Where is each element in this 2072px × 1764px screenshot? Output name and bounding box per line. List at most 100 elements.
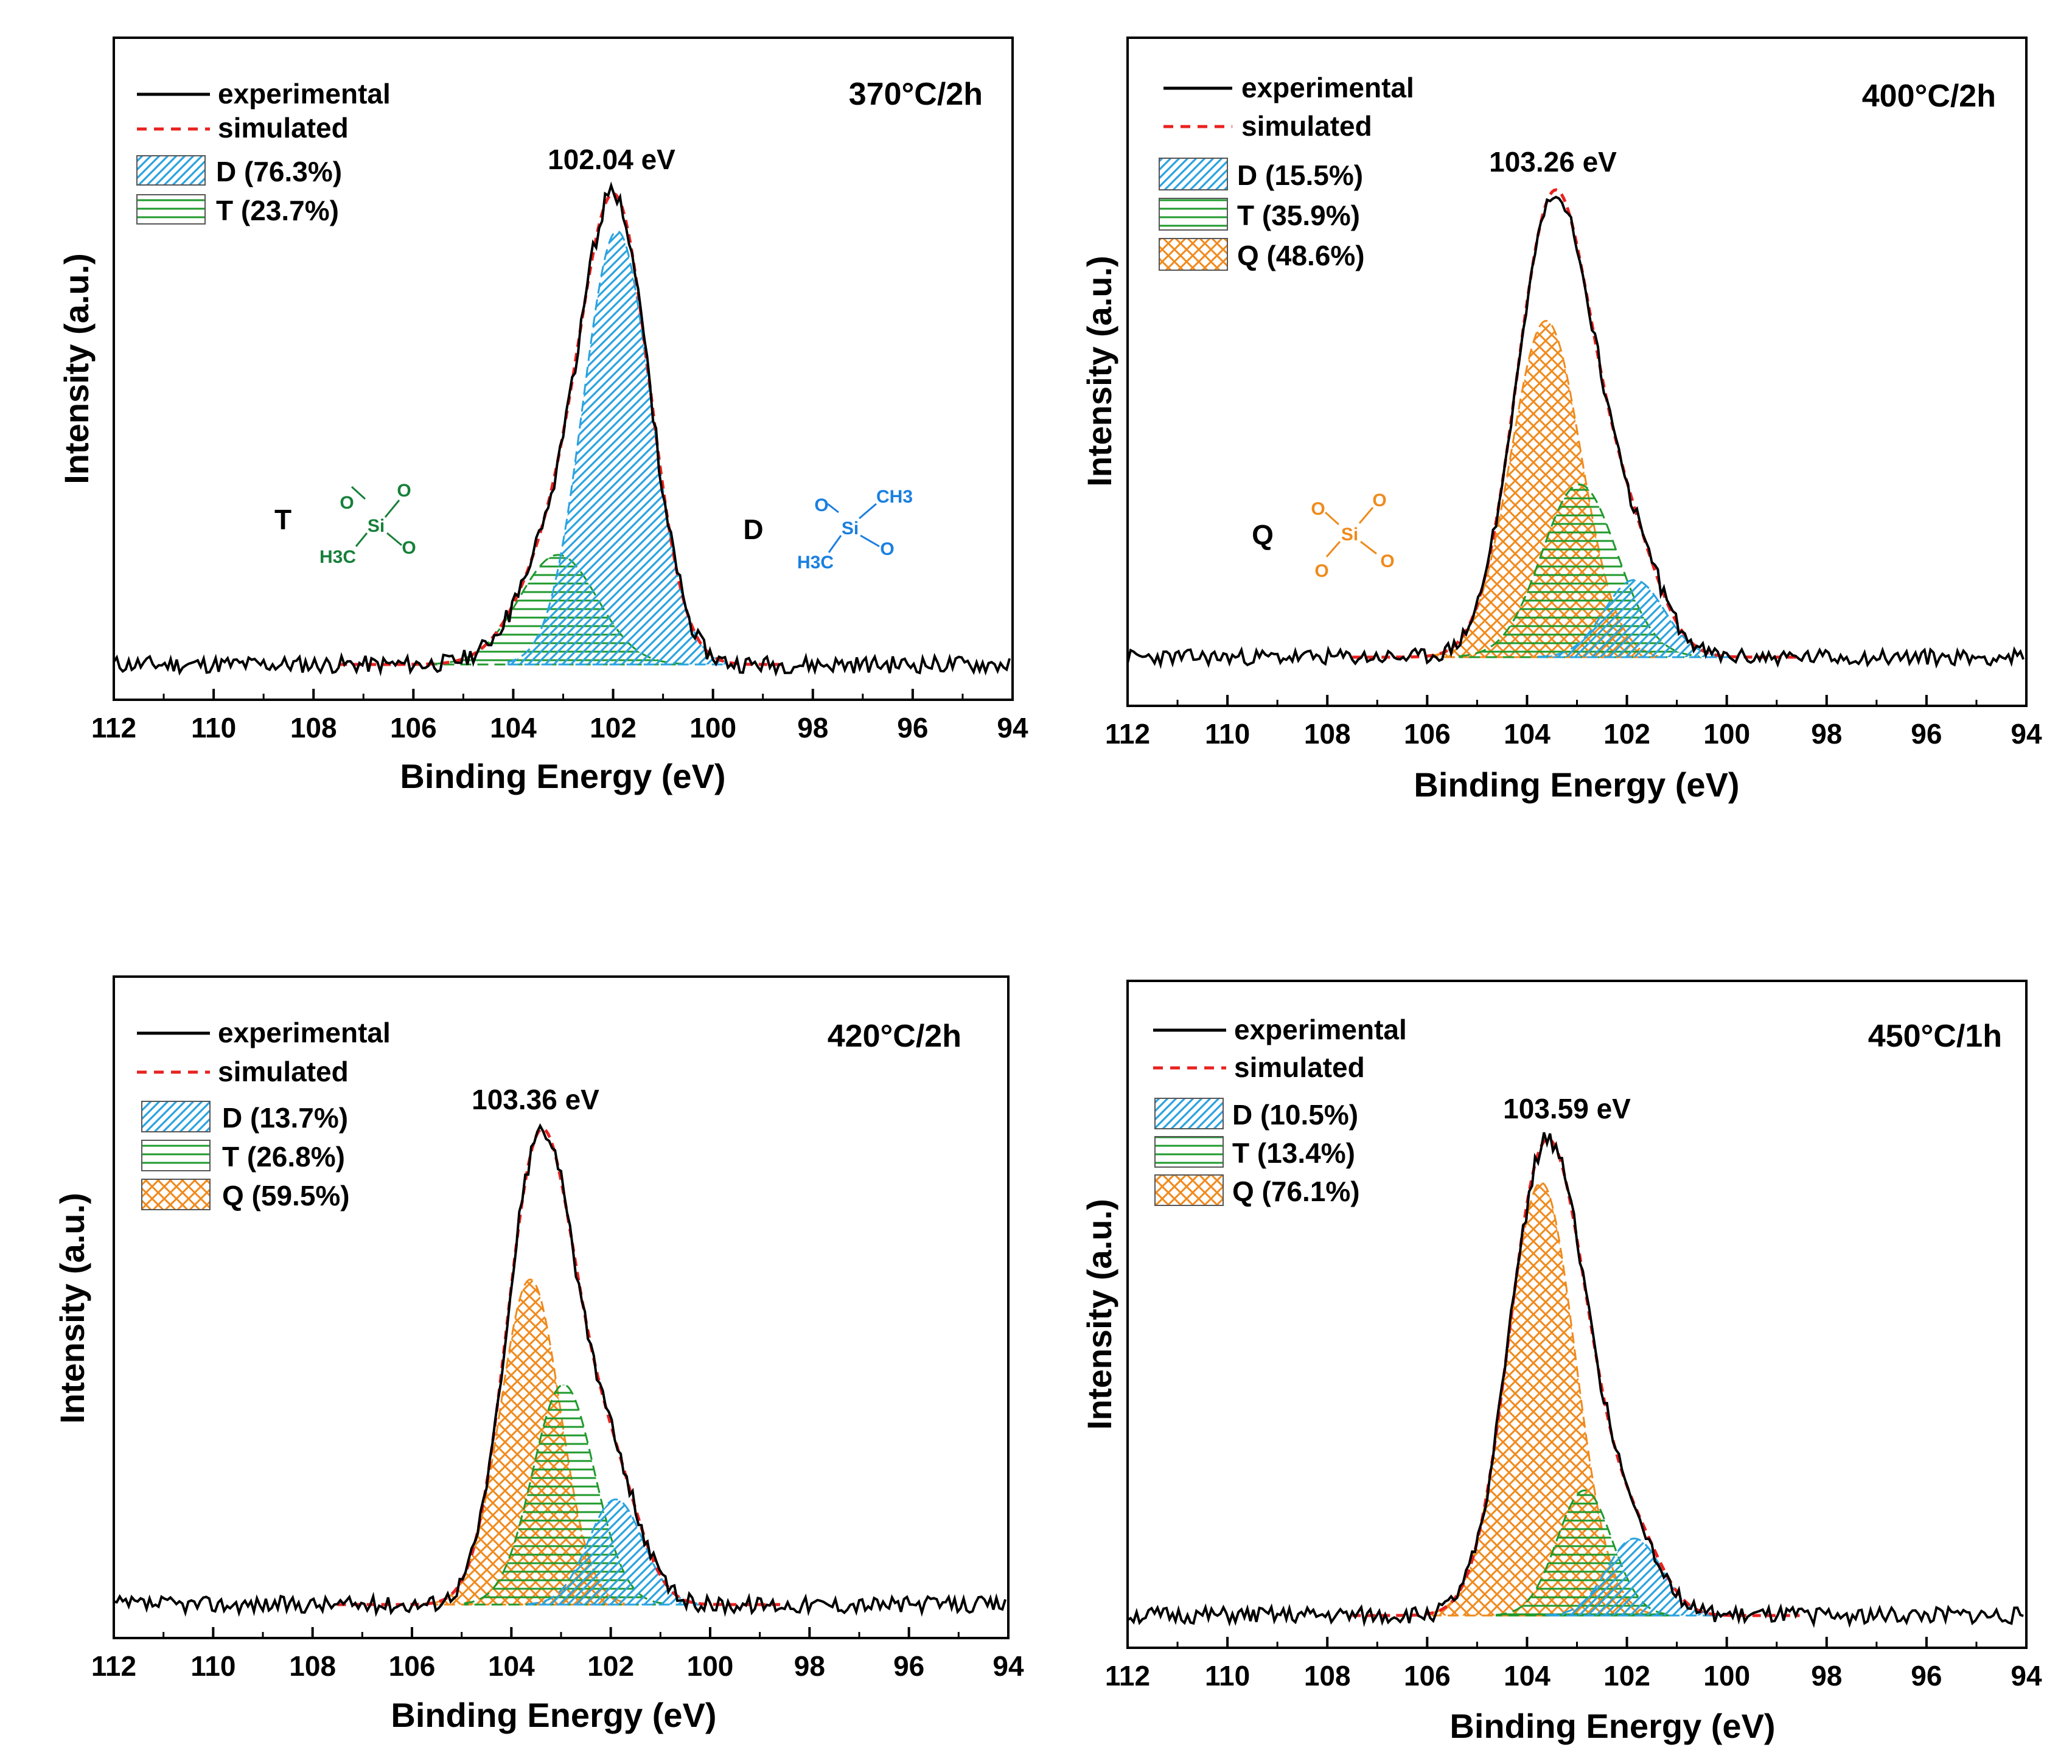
x-tick-label: 98 bbox=[1811, 718, 1842, 750]
structure-q-si: Si bbox=[1341, 525, 1358, 545]
peak-energy-label: 102.04 eV bbox=[548, 144, 675, 175]
x-tick-label: 102 bbox=[590, 712, 637, 744]
x-tick-label: 96 bbox=[897, 712, 928, 744]
legend-t-label: T (23.7%) bbox=[216, 195, 339, 226]
legend-simulated-label: simulated bbox=[218, 1056, 349, 1087]
x-axis-ticks: 112 110 108 106 104 102 100 98 96 94 bbox=[1105, 695, 2042, 750]
structure-d-group-3: O bbox=[880, 539, 894, 559]
x-tick-label: 102 bbox=[1603, 1660, 1650, 1692]
legend-d-swatch bbox=[141, 1101, 211, 1132]
x-tick-label: 94 bbox=[992, 1650, 1024, 1682]
plot-area bbox=[1126, 188, 2025, 669]
panel-420c-2h: 112 110 108 106 104 102 100 98 96 94 Binding Ener… bbox=[53, 975, 1024, 1734]
x-tick-label: 104 bbox=[1504, 1660, 1551, 1692]
legend-experimental-label: experimental bbox=[1241, 72, 1414, 103]
x-tick-label: 100 bbox=[687, 1650, 734, 1682]
legend-d-label: D (10.5%) bbox=[1232, 1099, 1358, 1131]
x-axis-ticks: 112 110 108 106 104 102 100 98 96 94 bbox=[91, 1627, 1024, 1682]
peak-energy-label: 103.59 eV bbox=[1503, 1093, 1631, 1124]
y-axis-label: Intensity (a.u.) bbox=[1080, 1199, 1118, 1430]
x-tick-label: 94 bbox=[997, 712, 1028, 744]
x-axis-label: Binding Energy (eV) bbox=[391, 1696, 716, 1734]
experimental-curve bbox=[113, 181, 1011, 677]
x-tick-label: 98 bbox=[1811, 1660, 1842, 1692]
x-tick-label: 110 bbox=[1205, 1660, 1250, 1692]
legend-q-label: Q (59.5%) bbox=[222, 1180, 350, 1211]
legend-simulated-label: simulated bbox=[1241, 110, 1372, 142]
x-tick-label: 108 bbox=[290, 712, 337, 744]
x-axis-ticks: 112 110 108 106 104 102 100 98 96 94 bbox=[91, 689, 1028, 744]
structure-d-group-1: O bbox=[814, 495, 828, 515]
x-tick-label: 100 bbox=[1703, 1660, 1750, 1692]
structure-d: D Si O CH3 O H3C bbox=[743, 487, 913, 573]
x-tick-label: 102 bbox=[1603, 718, 1650, 750]
legend-t-label: T (13.4%) bbox=[1232, 1137, 1355, 1169]
structure-q-group-3: O bbox=[1380, 551, 1394, 571]
legend-d-swatch bbox=[136, 155, 206, 186]
legend-experimental-label: experimental bbox=[1234, 1014, 1407, 1045]
experimental-curve bbox=[1126, 195, 2025, 669]
legend-t-label: T (35.9%) bbox=[1237, 200, 1360, 231]
legend-q-swatch bbox=[1154, 1174, 1224, 1206]
panel-400c-2h: 112 110 108 106 104 102 100 98 96 94 Binding Ener… bbox=[1080, 37, 2042, 804]
structure-q-letter: Q bbox=[1252, 519, 1274, 551]
legend-experimental-label: experimental bbox=[218, 1017, 391, 1048]
legend-q-swatch bbox=[141, 1179, 211, 1210]
x-tick-label: 112 bbox=[91, 1650, 136, 1682]
legend: experimental simulated D (76.3%) T (23.7… bbox=[136, 78, 391, 226]
x-tick-label: 112 bbox=[1105, 718, 1150, 750]
legend-simulated-label: simulated bbox=[1234, 1051, 1365, 1083]
experimental-curve bbox=[1127, 1132, 2024, 1628]
legend-t-swatch bbox=[141, 1140, 211, 1171]
x-tick-label: 94 bbox=[2011, 718, 2042, 750]
legend: experimental simulated D (10.5%) T (13.4… bbox=[1153, 1014, 1407, 1207]
structure-q-group-4: O bbox=[1314, 561, 1328, 581]
panel-450c-1h: 112 110 108 106 104 102 100 98 96 94 Binding Ener… bbox=[1080, 980, 2042, 1745]
x-tick-label: 104 bbox=[490, 712, 537, 744]
component-d-fill bbox=[1537, 579, 1731, 658]
x-tick-label: 98 bbox=[794, 1650, 825, 1682]
condition-label: 420°C/2h bbox=[828, 1019, 961, 1054]
structure-q-group-2: O bbox=[1372, 490, 1386, 511]
legend-d-swatch bbox=[1154, 1098, 1224, 1129]
structure-d-si: Si bbox=[842, 518, 859, 539]
structure-d-letter: D bbox=[743, 514, 763, 545]
simulated-curve bbox=[338, 192, 786, 666]
legend-q-swatch bbox=[1159, 238, 1228, 271]
y-axis-label: Intensity (a.u.) bbox=[1080, 256, 1118, 487]
structure-t-group-3: O bbox=[402, 538, 416, 558]
legend: experimental simulated D (13.7%) T (26.8… bbox=[137, 1017, 391, 1211]
x-tick-label: 98 bbox=[797, 712, 828, 744]
x-axis-label: Binding Energy (eV) bbox=[400, 757, 725, 795]
x-tick-label: 106 bbox=[1404, 718, 1451, 750]
structure-d-group-4: H3C bbox=[797, 553, 834, 573]
x-tick-label: 106 bbox=[390, 712, 437, 744]
x-axis-label: Binding Energy (eV) bbox=[1414, 765, 1739, 804]
legend-q-label: Q (48.6%) bbox=[1237, 240, 1365, 271]
plot-area bbox=[113, 181, 1011, 677]
legend-t-swatch bbox=[1159, 198, 1228, 231]
legend-t-swatch bbox=[136, 194, 206, 225]
x-tick-label: 108 bbox=[1304, 718, 1351, 750]
peak-energy-label: 103.26 eV bbox=[1489, 146, 1617, 178]
legend: experimental simulated D (15.5%) T (35.9… bbox=[1159, 72, 1414, 271]
x-tick-label: 96 bbox=[1911, 718, 1942, 750]
x-tick-label: 106 bbox=[1404, 1660, 1451, 1692]
structure-t-si: Si bbox=[368, 516, 385, 536]
x-tick-label: 96 bbox=[1911, 1660, 1942, 1692]
x-tick-label: 94 bbox=[2011, 1660, 2042, 1692]
x-tick-label: 100 bbox=[1703, 718, 1750, 750]
legend-simulated-label: simulated bbox=[218, 112, 349, 144]
legend-d-swatch bbox=[1159, 158, 1228, 190]
x-tick-label: 110 bbox=[191, 712, 236, 744]
legend-d-label: D (15.5%) bbox=[1237, 159, 1363, 191]
x-tick-label: 108 bbox=[289, 1650, 336, 1682]
x-tick-label: 110 bbox=[1205, 718, 1250, 750]
structure-t: T Si O O O H3C bbox=[274, 481, 416, 567]
x-tick-label: 102 bbox=[587, 1650, 634, 1682]
panel-370c-2h: 112 110 108 106 104 102 100 98 96 94 Binding Ener… bbox=[57, 37, 1028, 795]
x-tick-label: 104 bbox=[488, 1650, 535, 1682]
structure-t-letter: T bbox=[274, 504, 291, 535]
peak-energy-label: 103.36 eV bbox=[472, 1084, 599, 1115]
